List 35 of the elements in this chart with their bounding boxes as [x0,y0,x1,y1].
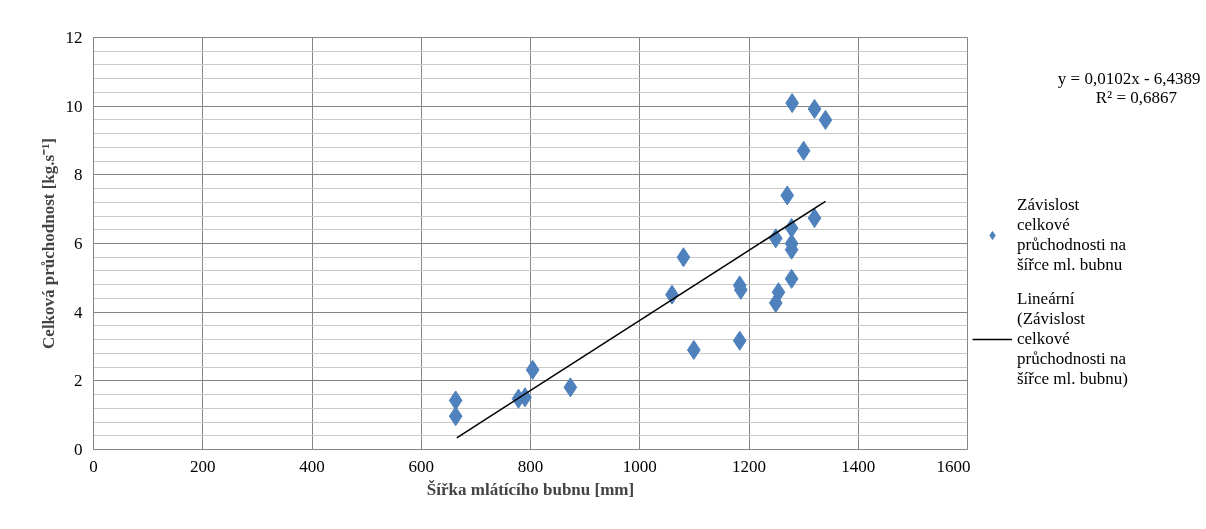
y-tick-label: 8 [74,165,83,185]
y-axis-title: Celková průchodnost [kg.s⁻¹] [38,138,58,349]
point [796,140,811,161]
x-tick-label: 400 [299,456,325,476]
point [732,330,747,351]
point [563,377,578,398]
x-tick-label: 600 [408,456,434,476]
y-tick-label: 2 [74,371,83,391]
x-tick-label: 1000 [622,456,657,476]
x-tick-label: 200 [190,456,216,476]
point [807,98,822,119]
x-tick-label: 1600 [936,456,971,476]
point [807,208,822,229]
y-tick-label: 4 [74,302,83,322]
point [771,282,786,303]
point [784,268,799,289]
legend-label: Lineární (Závislost celkové průchodnosti na šířce ml. bubnu) [1017,289,1128,389]
x-tick-label: 800 [517,456,544,476]
y-tick-label: 10 [65,96,83,116]
point [676,247,691,268]
y-tick-label: 0 [74,440,83,459]
x-axis-title: Šířka mlátícího bubnu [mm] [426,479,635,499]
point [448,390,463,411]
y-tick-label: 12 [65,28,83,47]
x-tick-label: 1400 [841,456,876,476]
legend-label: Závislost celkové průchodnosti na šířce ml. bubnu [1017,195,1127,275]
x-tick-label: 1200 [732,456,766,476]
x-tick-label: 0 [89,456,98,476]
text: R² = 0,6867 [1095,87,1178,107]
text: y = 0,0102x - 6,4389 [1057,69,1201,89]
point [780,185,795,206]
point [525,359,540,380]
y-tick-label: 6 [74,234,83,253]
point [818,109,833,130]
point [448,406,463,427]
